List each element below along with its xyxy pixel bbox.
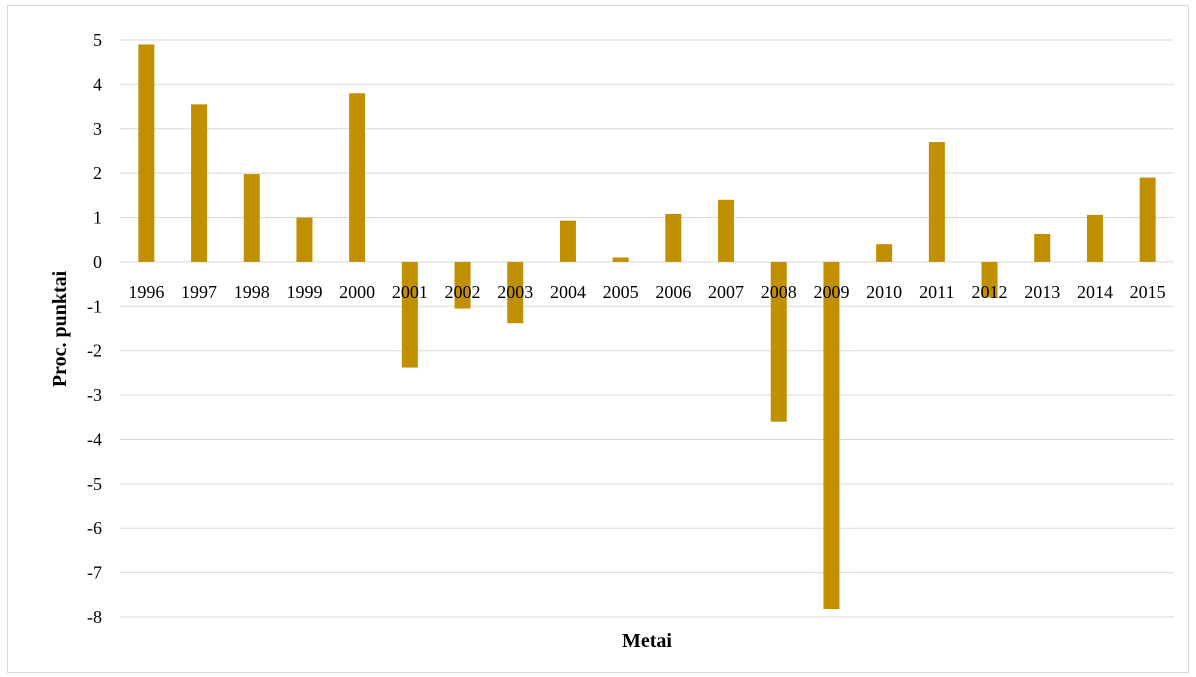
x-tick-label: 1999: [286, 282, 322, 302]
y-tick-label: -1: [87, 296, 102, 316]
x-tick-label: 2006: [655, 282, 691, 302]
bars: [138, 44, 1156, 610]
bar-2007: [718, 199, 735, 262]
y-tick-label: -8: [87, 607, 102, 627]
y-tick-label: -7: [87, 563, 102, 583]
bar-2010: [876, 244, 893, 262]
x-tick-label: 2001: [392, 282, 428, 302]
x-tick-label: 1998: [234, 282, 270, 302]
bar-1998: [243, 174, 260, 262]
y-tick-label: -5: [87, 474, 102, 494]
x-tick-label: 2011: [919, 282, 954, 302]
x-tick-label: 2002: [445, 282, 481, 302]
x-tick-label: 1996: [128, 282, 164, 302]
x-axis-title: Metai: [622, 630, 672, 652]
bar-2006: [665, 213, 682, 262]
x-tick-label: 2005: [603, 282, 639, 302]
y-tick-label: 4: [93, 74, 102, 94]
bar-2001: [401, 261, 418, 368]
x-tick-label: 2008: [761, 282, 797, 302]
x-tick-label: 2010: [866, 282, 902, 302]
x-tick-labels: 1996 1997 1998 1999 2000 2001 2002 2003 2004 2005…: [128, 282, 1165, 302]
x-tick-label: 2009: [813, 282, 849, 302]
y-tick-label: 5: [93, 30, 102, 50]
bar-2011: [928, 142, 945, 262]
y-tick-label: 3: [93, 119, 102, 139]
bar-2014: [1086, 214, 1103, 262]
gridlines: [120, 39, 1174, 618]
bar-2002: [454, 261, 471, 309]
bar-2012: [981, 261, 998, 298]
x-tick-label: 2000: [339, 282, 375, 302]
bar-2009: [823, 261, 840, 610]
x-tick-label: 2014: [1077, 282, 1113, 302]
bar-2004: [559, 220, 576, 262]
y-tick-label: -6: [87, 518, 102, 538]
bar-1999: [296, 217, 313, 262]
bar-2008: [770, 261, 787, 422]
bar-2000: [349, 93, 366, 262]
x-tick-label: 2004: [550, 282, 586, 302]
bar-2005: [612, 257, 629, 262]
x-tick-label: 2012: [972, 282, 1008, 302]
y-tick-label: 0: [93, 252, 102, 272]
bar-2015: [1139, 177, 1156, 262]
y-tick-label: -3: [87, 385, 102, 405]
y-axis-title: Proc. punktai: [49, 270, 71, 387]
bar-2003: [507, 261, 524, 324]
bar-1997: [191, 104, 208, 262]
y-tick-label: 1: [93, 208, 102, 228]
bar-2013: [1034, 233, 1051, 262]
x-tick-label: 2013: [1024, 282, 1060, 302]
y-tick-labels: 5 4 3 2 1 0 -1 -2 -3 -4 -5 -6 -7 -8: [87, 30, 102, 627]
y-tick-label: 2: [93, 163, 102, 183]
bar-1996: [138, 44, 155, 262]
y-tick-label: -2: [87, 341, 102, 361]
x-tick-label: 1997: [181, 282, 217, 302]
x-tick-label: 2015: [1130, 282, 1166, 302]
x-tick-label: 2007: [708, 282, 744, 302]
x-tick-label: 2003: [497, 282, 533, 302]
y-tick-label: -4: [87, 429, 102, 449]
